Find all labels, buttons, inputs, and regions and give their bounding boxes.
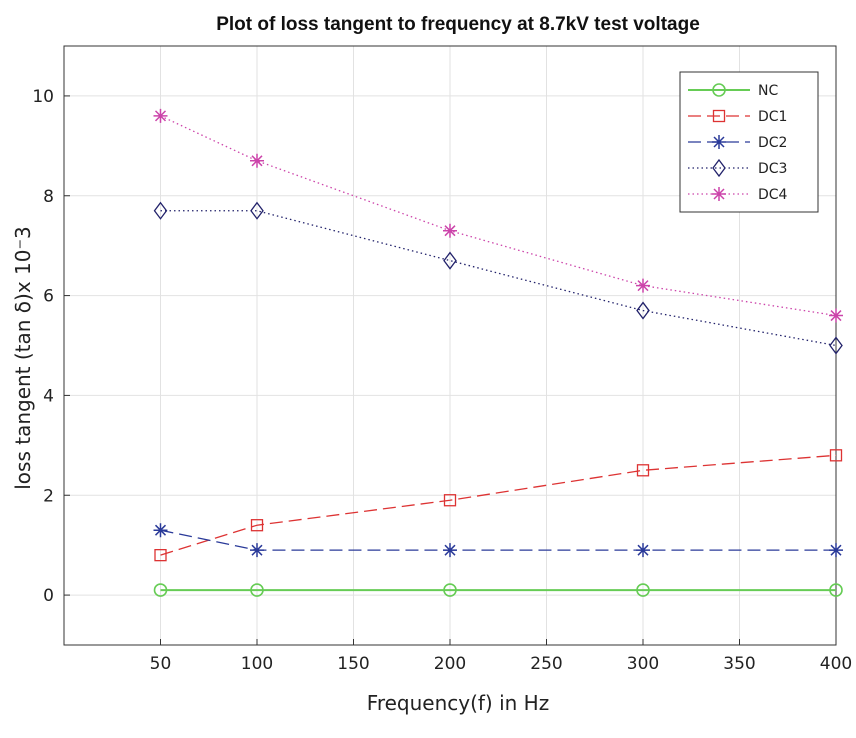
series-line-dc1 bbox=[160, 454, 837, 556]
x-tick-label: 200 bbox=[434, 654, 466, 674]
data-point-dc3 bbox=[443, 251, 457, 270]
x-axis-label: Frequency(f) in Hz bbox=[367, 691, 549, 715]
series-line-dc3 bbox=[160, 210, 837, 347]
chart-title: Plot of loss tangent to frequency at 8.7… bbox=[216, 14, 700, 35]
x-tick-label: 250 bbox=[530, 654, 562, 674]
data-point-dc1 bbox=[636, 464, 650, 477]
data-point-dc2 bbox=[443, 543, 457, 558]
data-point-dc3 bbox=[829, 336, 843, 355]
legend-marker-dc1 bbox=[712, 109, 726, 123]
series-dc1 bbox=[154, 449, 843, 562]
data-point-dc4 bbox=[443, 223, 457, 238]
x-tick-label: 150 bbox=[337, 654, 369, 674]
series-dc4 bbox=[153, 108, 843, 323]
data-point-nc bbox=[829, 583, 843, 597]
data-point-dc3 bbox=[153, 201, 168, 220]
legend-marker-nc bbox=[712, 83, 726, 97]
data-point-dc2 bbox=[636, 543, 650, 558]
series-group bbox=[153, 108, 843, 597]
x-tick-label: 50 bbox=[150, 654, 172, 674]
data-point-dc1 bbox=[154, 549, 167, 562]
y-axis-label: loss tangent (tan δ)x 10⁻3 bbox=[11, 226, 35, 490]
y-tick-label: 10 bbox=[32, 87, 54, 107]
y-tick-label: 0 bbox=[43, 586, 54, 606]
legend-entry-dc1: DC1 bbox=[758, 109, 787, 125]
y-tick-label: 2 bbox=[43, 486, 54, 506]
data-point-dc4 bbox=[829, 308, 843, 323]
data-point-dc4 bbox=[636, 278, 650, 293]
data-point-nc bbox=[636, 583, 650, 597]
x-tick-label: 400 bbox=[820, 654, 852, 674]
data-point-nc bbox=[443, 583, 457, 597]
data-point-dc1 bbox=[250, 519, 264, 532]
data-point-dc2 bbox=[153, 523, 168, 538]
legend-marker-dc3 bbox=[712, 158, 726, 178]
series-dc2 bbox=[153, 523, 843, 558]
legend-entry-dc4: DC4 bbox=[758, 187, 788, 203]
data-point-dc1 bbox=[829, 449, 843, 462]
data-point-dc4 bbox=[153, 108, 168, 123]
data-point-dc1 bbox=[443, 494, 457, 507]
x-tick-label: 300 bbox=[627, 654, 659, 674]
data-point-nc bbox=[250, 583, 264, 597]
legend-marker-dc2 bbox=[712, 135, 726, 149]
legend-entry-dc2: DC2 bbox=[758, 135, 787, 151]
axis-ticks: 50 100 150 200 250 300 350 400 0 2 4 6 8 10 bbox=[32, 87, 852, 674]
data-point-dc4 bbox=[250, 153, 264, 168]
legend-marker-dc4 bbox=[712, 187, 726, 201]
series-dc3 bbox=[153, 201, 843, 355]
series-nc bbox=[153, 583, 843, 597]
y-tick-label: 6 bbox=[43, 287, 54, 307]
x-tick-label: 350 bbox=[723, 654, 755, 674]
data-point-nc bbox=[153, 583, 168, 597]
data-point-dc2 bbox=[829, 543, 843, 558]
data-point-dc3 bbox=[250, 201, 264, 220]
y-tick-label: 4 bbox=[43, 386, 54, 406]
legend: NC DC1 DC2 DC3 DC4 bbox=[679, 71, 819, 213]
data-point-dc2 bbox=[250, 543, 264, 558]
data-point-dc3 bbox=[636, 301, 650, 320]
y-tick-label: 8 bbox=[43, 187, 54, 207]
x-tick-label: 100 bbox=[241, 654, 273, 674]
legend-entry-dc3: DC3 bbox=[758, 161, 787, 177]
legend-entry-nc: NC bbox=[758, 83, 778, 99]
